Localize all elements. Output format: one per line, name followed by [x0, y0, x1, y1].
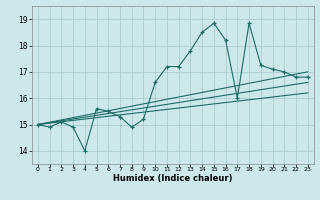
X-axis label: Humidex (Indice chaleur): Humidex (Indice chaleur): [113, 174, 233, 183]
